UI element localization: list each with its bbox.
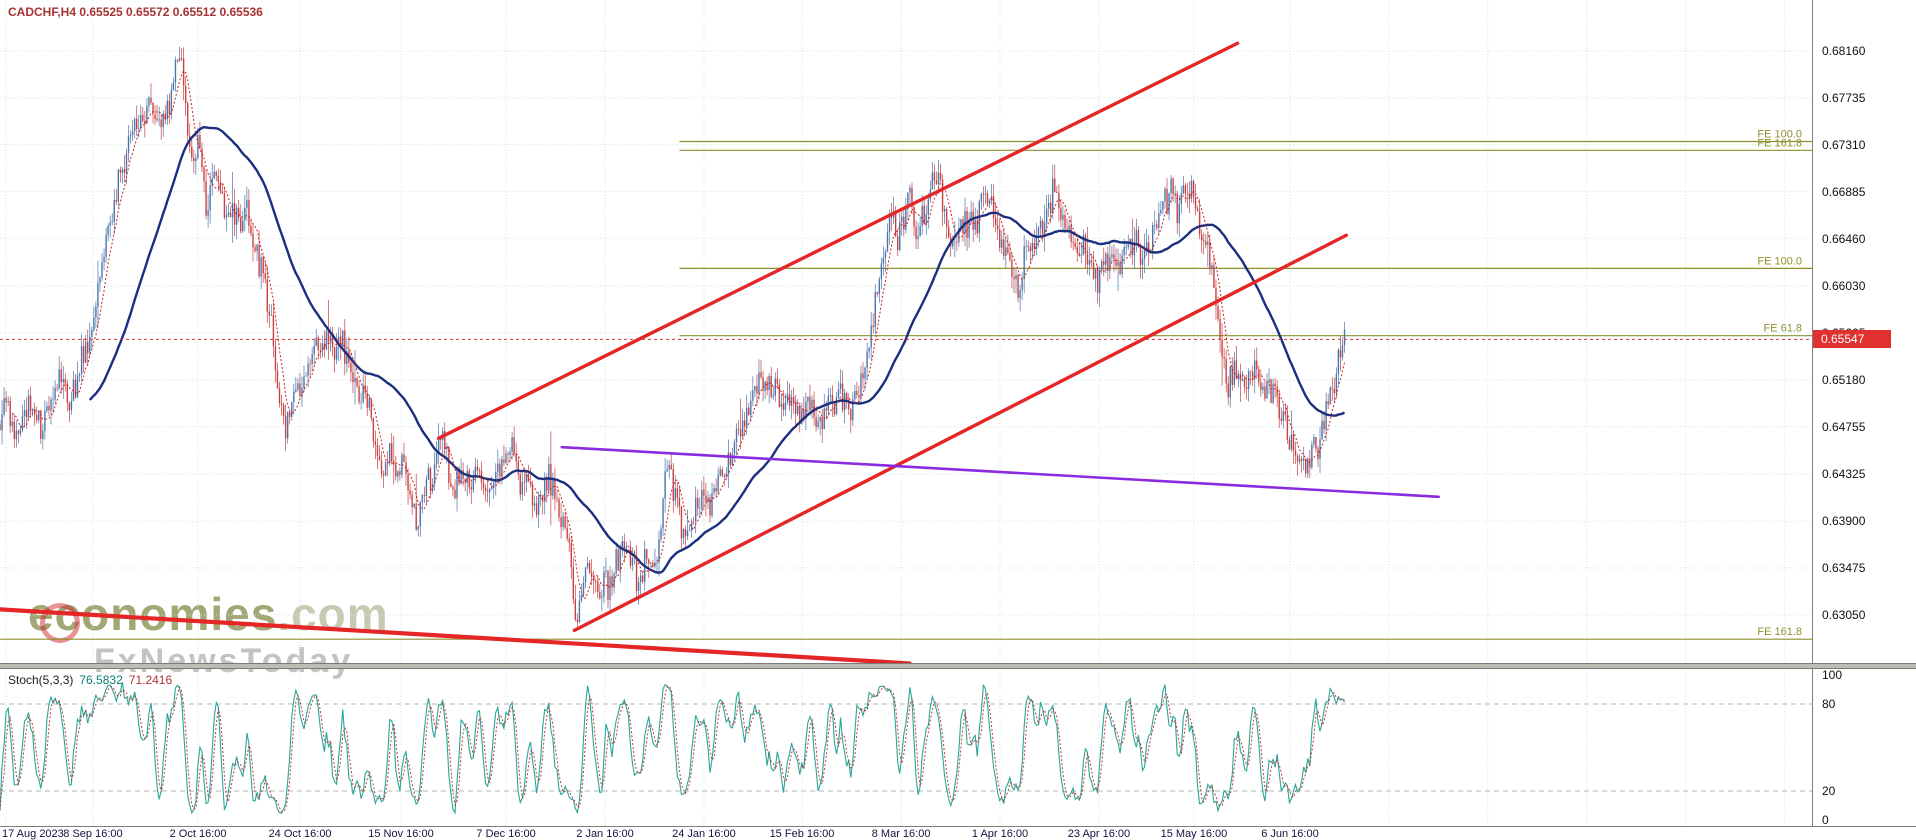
time-axis-label: 23 Apr 16:00 (1067, 828, 1131, 840)
watermark: economies.com FxNewsToday (28, 591, 389, 678)
time-axis-label: 24 Jan 16:00 (672, 828, 736, 840)
price-axis-label: 0.67735 (1822, 90, 1866, 105)
stoch-axis-label: 0 (1822, 813, 1829, 827)
time-axis-label: 15 Feb 16:00 (769, 828, 835, 840)
bottom-decline-trendline[interactable] (0, 607, 912, 663)
stochastic-k-value: 76.5832 (79, 673, 123, 687)
current-price-tag: 0.65547 (1813, 330, 1891, 349)
stoch-gridlines (5, 669, 1786, 826)
stoch-axis-label: 20 (1822, 784, 1836, 798)
time-axis[interactable]: 17 Aug 2023 8 Sep 16:00 2 Oct 16:00 24 Oct … (0, 826, 1916, 840)
stoch-d-line (0, 685, 1345, 813)
time-axis-label: 6 Jun 16:00 (1261, 828, 1319, 840)
stoch-axis-label: 100 (1822, 668, 1843, 682)
fast-ma-line[interactable] (11, 69, 1345, 599)
stoch-k-line (0, 682, 1345, 815)
fib-level-label: FE 100.0 (1757, 255, 1802, 267)
main-gridlines (0, 0, 1812, 663)
candles-down (0, 47, 1342, 631)
time-axis-label: 7 Dec 16:00 (476, 828, 536, 840)
watermark-tagline: FxNewsToday (94, 642, 354, 680)
time-axis-label: 17 Aug 2023 (2, 828, 64, 840)
price-axis-label: 0.66030 (1822, 279, 1866, 294)
stochastic-chart[interactable] (0, 669, 1812, 826)
time-axis-label: 15 May 16:00 (1160, 828, 1228, 840)
price-chart[interactable]: FE 100.0FE 161.8FE 100.0FE 61.8FE 161.8 (0, 0, 1812, 663)
price-axis-label: 0.66460 (1822, 231, 1866, 246)
price-axis-label: 0.67310 (1822, 137, 1866, 152)
fib-level-label: FE 100.0 (1757, 128, 1802, 140)
ohlc-readout: CADCHF,H4 0.65525 0.65572 0.65512 0.6553… (8, 5, 263, 19)
slow-ma-line[interactable] (88, 125, 1346, 574)
fib-expansion-lines[interactable]: FE 100.0FE 161.8FE 100.0FE 61.8FE 161.8 (0, 128, 1812, 640)
stochastic-label: Stoch(5,3,3) 76.5832 71.2416 (8, 673, 172, 687)
price-axis-label: 0.65180 (1822, 372, 1866, 387)
time-axis-label: 2 Jan 16:00 (576, 828, 634, 840)
fib-level-label: FE 161.8 (1757, 137, 1802, 149)
price-axis-label: 0.64325 (1822, 467, 1866, 482)
price-axis-label: 0.66885 (1822, 184, 1866, 199)
time-axis-label: 8 Sep 16:00 (63, 828, 123, 840)
price-axis-label: 0.63050 (1822, 607, 1866, 622)
time-axis-label: 1 Apr 16:00 (971, 828, 1029, 840)
price-axis-label: 0.63900 (1822, 514, 1866, 529)
price-axis-label: 0.68160 (1822, 43, 1866, 58)
fib-level-label: FE 61.8 (1763, 323, 1802, 335)
watermark-logo-icon (40, 603, 80, 643)
panel-separator[interactable] (0, 663, 1916, 669)
candles-up (1, 46, 1346, 624)
lower-channel-trendline[interactable] (572, 233, 1349, 633)
time-axis-label: 24 Oct 16:00 (268, 828, 332, 840)
upper-channel-trendline[interactable] (436, 41, 1240, 441)
time-axis-label: 2 Oct 16:00 (169, 828, 227, 840)
price-axis[interactable]: 0.65547 0.68160 0.67735 0.67310 0.66885 0.66… (1812, 0, 1916, 827)
stochastic-name: Stoch(5,3,3) (8, 673, 74, 687)
time-axis-label: 8 Mar 16:00 (871, 828, 931, 840)
time-axis-label: 15 Nov 16:00 (368, 828, 434, 840)
price-axis-label: 0.64755 (1822, 419, 1866, 434)
stoch-axis-label: 80 (1822, 697, 1836, 711)
stochastic-d-value: 71.2416 (128, 673, 173, 687)
price-axis-label: 0.63475 (1822, 560, 1866, 575)
trendlines[interactable] (0, 41, 1441, 663)
fib-level-label: FE 161.8 (1757, 626, 1802, 638)
purple-support-trendline[interactable] (560, 445, 1441, 499)
